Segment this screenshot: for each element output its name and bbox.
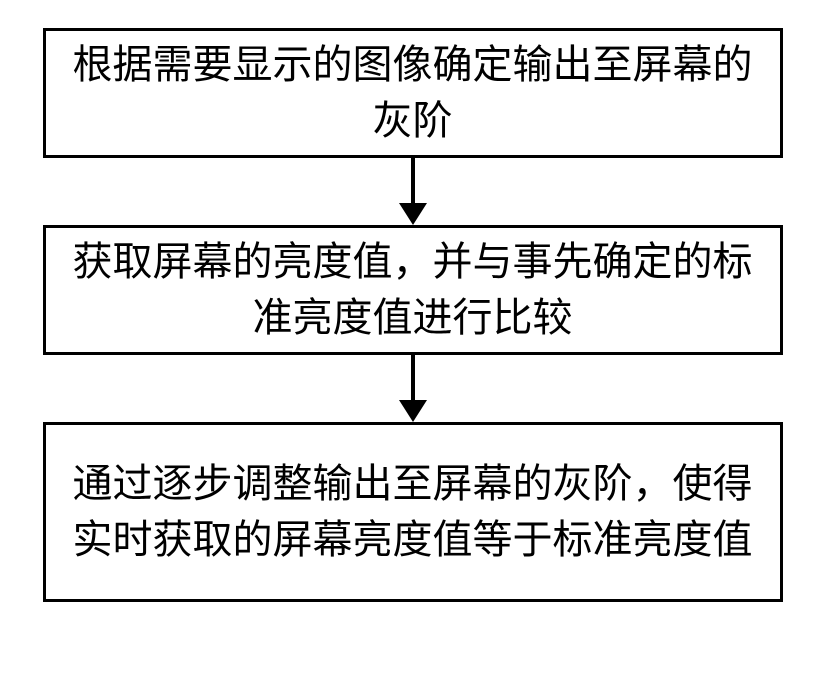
- arrow-shaft: [411, 158, 415, 203]
- flowchart-container: 根据需要显示的图像确定输出至屏幕的灰阶获取屏幕的亮度值，并与事先确定的标准亮度值…: [43, 28, 783, 602]
- arrow-head-icon: [399, 400, 427, 422]
- flowchart-node: 根据需要显示的图像确定输出至屏幕的灰阶: [43, 28, 783, 158]
- arrow-head-icon: [399, 203, 427, 225]
- flowchart-arrow: [399, 355, 427, 422]
- flowchart-node: 获取屏幕的亮度值，并与事先确定的标准亮度值进行比较: [43, 225, 783, 355]
- node-text: 根据需要显示的图像确定输出至屏幕的灰阶: [70, 37, 756, 149]
- flowchart-arrow: [399, 158, 427, 225]
- node-text: 获取屏幕的亮度值，并与事先确定的标准亮度值进行比较: [70, 234, 756, 346]
- flowchart-node: 通过逐步调整输出至屏幕的灰阶，使得实时获取的屏幕亮度值等于标准亮度值: [43, 422, 783, 602]
- arrow-shaft: [411, 355, 415, 400]
- node-text: 通过逐步调整输出至屏幕的灰阶，使得实时获取的屏幕亮度值等于标准亮度值: [70, 456, 756, 568]
